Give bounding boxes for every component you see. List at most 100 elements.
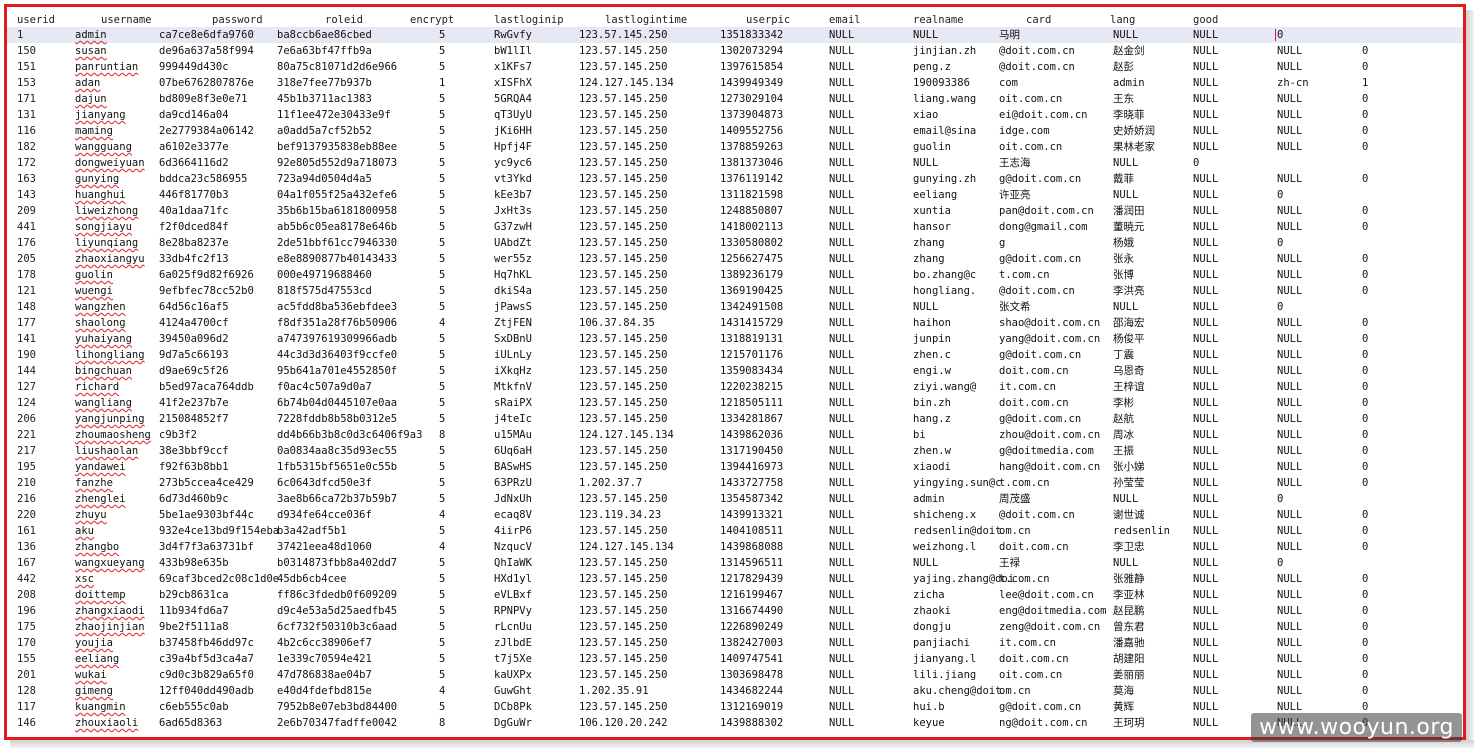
table-cell[interactable]: 123.57.145.250 <box>579 125 668 137</box>
table-cell[interactable]: NULL <box>829 445 855 457</box>
table-cell[interactable]: liweizhong <box>75 205 139 217</box>
table-cell[interactable]: NULL <box>1193 109 1219 121</box>
table-cell[interactable]: 1316674490 <box>720 605 784 617</box>
table-cell[interactable]: NULL <box>1193 413 1219 425</box>
table-cell[interactable]: NULL <box>829 253 855 265</box>
table-cell[interactable]: 2e2779384a06142 <box>159 125 254 137</box>
table-cell[interactable]: lili.jiang <box>913 669 977 681</box>
table-cell[interactable]: ab5b6c05ea8178e646b <box>277 221 398 233</box>
table-cell[interactable]: 0a0834aa8c35d93ec55 <box>277 445 398 457</box>
table-cell[interactable]: NULL <box>1193 685 1219 697</box>
table-cell[interactable]: 1.202.35.91 <box>579 685 649 697</box>
table-cell[interactable]: NULL <box>829 157 855 169</box>
table-cell[interactable]: 45db6cb4cee <box>277 573 347 585</box>
table-cell[interactable]: zhaojinjian <box>75 621 145 633</box>
table-cell[interactable]: 33db4fc2f13 <box>159 253 229 265</box>
table-cell[interactable]: NULL <box>1277 381 1303 393</box>
table-cell[interactable]: 5 <box>439 573 446 585</box>
table-cell[interactable]: liang.wang <box>913 93 977 105</box>
table-cell[interactable]: NULL <box>1193 301 1219 313</box>
table-cell[interactable]: 123.57.145.250 <box>579 269 668 281</box>
table-cell[interactable]: 张雅静 <box>1113 573 1145 585</box>
column-header-email[interactable]: email <box>829 14 861 26</box>
table-cell[interactable]: 123.57.145.250 <box>579 285 668 297</box>
table-cell[interactable]: sRaiPX <box>494 397 532 409</box>
table-cell[interactable]: 446f81770b3 <box>159 189 229 201</box>
table-cell[interactable]: jKi6HH <box>494 125 532 137</box>
table-cell[interactable]: @doit.com.cn <box>999 509 1075 521</box>
table-cell[interactable]: 1376119142 <box>720 173 784 185</box>
table-cell[interactable]: 1248850807 <box>720 205 784 217</box>
table-cell[interactable]: yangjunping <box>75 413 145 425</box>
table-cell[interactable]: panjiachi <box>913 637 970 649</box>
table-cell[interactable]: NULL <box>829 493 855 505</box>
table-cell[interactable]: 0 <box>1362 333 1369 345</box>
table-cell[interactable]: 92e805d552d9a718073 <box>277 157 398 169</box>
table-cell[interactable]: NULL <box>1193 141 1219 153</box>
table-cell[interactable]: NULL <box>1277 109 1303 121</box>
table-cell[interactable]: 张文希 <box>999 301 1031 313</box>
table-cell[interactable]: songjiayu <box>75 221 132 233</box>
table-cell[interactable]: adan <box>75 77 101 89</box>
table-row[interactable]: 206 yangjunping 215084852f7 7228fddb8b58b03… <box>7 411 1463 427</box>
table-cell[interactable]: oit.com.cn <box>999 141 1063 153</box>
table-cell[interactable]: j4teIc <box>494 413 532 425</box>
table-cell[interactable]: NULL <box>829 605 855 617</box>
column-header-lastlogintime[interactable]: lastlogintime <box>605 14 688 26</box>
table-cell[interactable]: 3ae8b66ca72b37b59b7 <box>277 493 398 505</box>
table-cell[interactable]: NULL <box>1277 141 1303 153</box>
table-cell[interactable]: 5 <box>439 109 446 121</box>
column-header-lastloginip[interactable]: lastloginip <box>494 14 564 26</box>
table-cell[interactable]: Hpfj4F <box>494 141 532 153</box>
table-cell[interactable]: NULL <box>829 173 855 185</box>
table-cell[interactable]: g@doit.com.cn <box>999 253 1082 265</box>
table-cell[interactable]: 6a025f9d82f6926 <box>159 269 254 281</box>
table-cell[interactable]: NULL <box>1193 125 1219 137</box>
table-cell[interactable]: t.com.cn <box>999 477 1050 489</box>
table-row[interactable]: 128 gimeng 12ff040dd490adb e40d4fdefbd815e 4… <box>7 683 1463 699</box>
table-cell[interactable]: om.cn <box>999 685 1031 697</box>
table-row[interactable]: 210 fanzhe 273b5ccea4ce429 6c0643dfcd50e3f 5… <box>7 475 1463 491</box>
table-cell[interactable]: 1434682244 <box>720 685 784 697</box>
column-header-username[interactable]: username <box>101 14 152 26</box>
table-cell[interactable]: 196 <box>17 605 36 617</box>
table-cell[interactable]: 0 <box>1362 685 1369 697</box>
table-cell[interactable]: 123.57.145.250 <box>579 237 668 249</box>
table-row[interactable]: 127 richard b5ed97aca764ddb f0ac4c507a9d0a7… <box>7 379 1463 395</box>
table-cell[interactable]: NULL <box>1277 45 1303 57</box>
table-cell[interactable]: NULL <box>1193 349 1219 361</box>
table-cell[interactable]: 5 <box>439 365 446 377</box>
table-row[interactable]: 116 maming 2e2779384a06142 a0add5a7cf52b52 5… <box>7 123 1463 139</box>
table-cell[interactable]: NULL <box>1277 285 1303 297</box>
table-cell[interactable]: 127 <box>17 381 36 393</box>
table-cell[interactable]: 王珂玥 <box>1113 717 1145 729</box>
table-cell[interactable]: f2f0dced84f <box>159 221 229 233</box>
table-cell[interactable]: JdNxUh <box>494 493 532 505</box>
table-cell[interactable]: xiaodi <box>913 461 951 473</box>
table-cell[interactable]: bef9137935838eb88ee <box>277 141 398 153</box>
table-cell[interactable]: 1314596511 <box>720 557 784 569</box>
table-cell[interactable]: 121 <box>17 285 36 297</box>
table-cell[interactable]: 0 <box>1362 669 1369 681</box>
table-cell[interactable]: 172 <box>17 157 36 169</box>
table-row[interactable]: 442 xsc 69caf3bced2c08c1d0e 45db6cb4cee 5 HXd… <box>7 571 1463 587</box>
table-cell[interactable]: NULL <box>829 621 855 633</box>
table-cell[interactable]: NULL <box>1113 29 1139 41</box>
table-cell[interactable]: 0 <box>1193 157 1200 169</box>
table-cell[interactable]: NULL <box>829 301 855 313</box>
table-cell[interactable]: 1216199467 <box>720 589 784 601</box>
table-cell[interactable]: 123.57.145.250 <box>579 653 668 665</box>
table-cell[interactable]: 0 <box>1362 413 1369 425</box>
table-cell[interactable]: 123.57.145.250 <box>579 701 668 713</box>
table-cell[interactable]: NULL <box>1193 653 1219 665</box>
table-cell[interactable]: NULL <box>1113 557 1139 569</box>
table-cell[interactable]: hang@doit.com.cn <box>999 461 1101 473</box>
table-cell[interactable]: 217 <box>17 445 36 457</box>
table-cell[interactable]: 赵彭 <box>1113 61 1134 73</box>
table-cell[interactable]: 123.57.145.250 <box>579 141 668 153</box>
table-cell[interactable]: a747397619309966adb <box>277 333 398 345</box>
table-cell[interactable]: NULL <box>829 285 855 297</box>
table-cell[interactable]: NULL <box>829 509 855 521</box>
table-cell[interactable]: NULL <box>1277 269 1303 281</box>
table-cell[interactable]: NULL <box>1277 701 1303 713</box>
